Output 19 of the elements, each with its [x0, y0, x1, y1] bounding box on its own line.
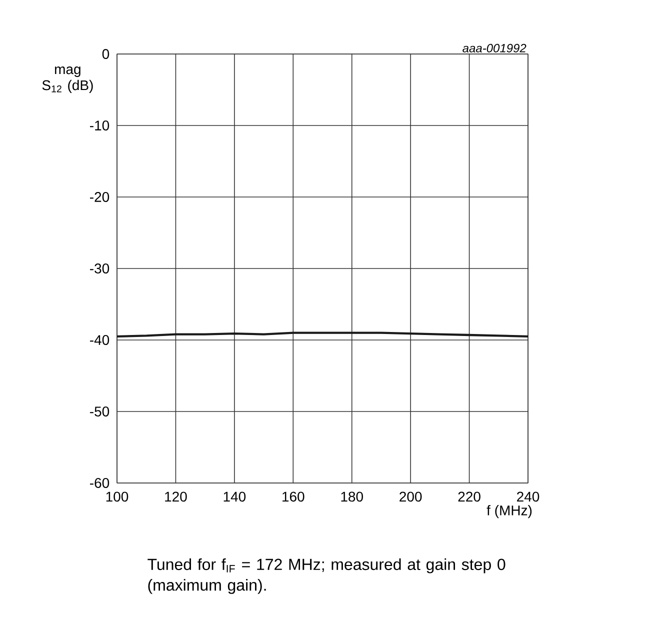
x-tick-label: 160: [282, 492, 304, 502]
x-tick-label: 100: [106, 492, 128, 502]
y-tick-label: 0: [102, 49, 110, 59]
x-axis-title: f (MHz): [486, 505, 532, 518]
y-axis-title: mag S$_{12}$ (dB): [42, 66, 93, 93]
y-tick-label: -50: [90, 406, 110, 416]
x-tick-label: 240: [517, 492, 540, 502]
x-tick-label: 220: [458, 492, 480, 502]
y-tick-label: -30: [90, 264, 110, 274]
x-tick-label: 180: [341, 492, 363, 502]
x-tick-label: 200: [400, 492, 422, 502]
y-tick-label: -60: [90, 478, 110, 488]
y-tick-label: -10: [90, 120, 110, 130]
y-tick-label: -20: [90, 192, 110, 202]
text: Tuned for f$_{IF}$ = 172 MHz; measured at gain step 0 (maximum gain).: [148, 558, 506, 594]
x-tick-label: 140: [224, 492, 246, 502]
x-tick-label: 120: [165, 492, 187, 502]
text: aaa-001992: [462, 44, 526, 52]
y-tick-label: -40: [90, 335, 110, 345]
